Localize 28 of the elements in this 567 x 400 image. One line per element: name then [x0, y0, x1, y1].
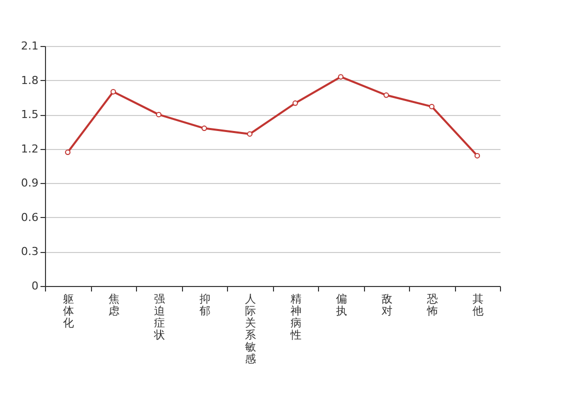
point: [247, 131, 252, 137]
point: [156, 112, 162, 118]
x-tick-label: 偏执: [336, 292, 347, 318]
y-tick-label: 0.9: [21, 176, 38, 190]
y-tick-label: 1.2: [21, 142, 38, 156]
point: [474, 152, 480, 158]
y-tick-label: 0.3: [21, 245, 38, 258]
point: [338, 74, 344, 80]
x-tick-label: 精神病性: [289, 292, 302, 342]
x-tick-label: 人际关系敏感: [244, 292, 256, 366]
point: [110, 88, 116, 94]
x-tick-label: 抑郁: [199, 292, 210, 318]
x-tick-label: 恐怖: [426, 292, 438, 318]
x-tick-label: 躯体化: [62, 292, 74, 330]
y-tick-label: 0.6: [21, 210, 38, 224]
y-tick-label: 0: [32, 280, 38, 292]
x-tick-label: 敌对: [381, 292, 392, 318]
point: [292, 100, 298, 106]
x-tick-label: 焦虑: [108, 292, 120, 318]
x-tick-label: 强迫症状: [152, 292, 165, 342]
y-tick-label: 2.1: [21, 40, 38, 52]
y-tick-label: 1.8: [21, 74, 38, 87]
point: [65, 150, 70, 156]
point: [429, 104, 434, 110]
y-tick-label: 1.5: [21, 108, 38, 122]
point: [202, 126, 207, 132]
point: [384, 92, 389, 98]
x-tick-label: 其他: [472, 292, 484, 318]
